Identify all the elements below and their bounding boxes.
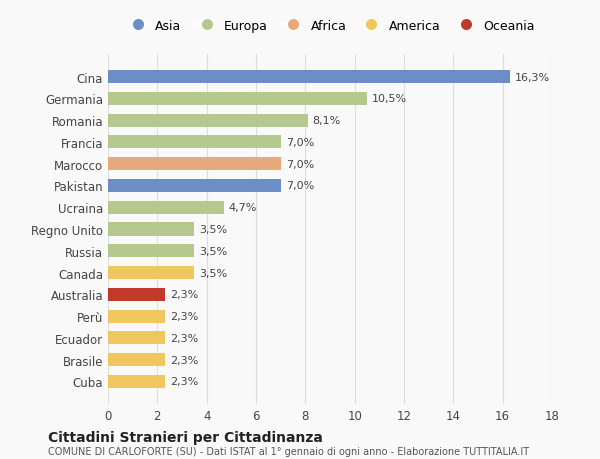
Bar [108,353,165,366]
Text: 16,3%: 16,3% [515,73,550,83]
Text: 8,1%: 8,1% [313,116,341,126]
Bar [108,223,194,236]
Text: 7,0%: 7,0% [286,159,314,169]
Bar [108,71,510,84]
Bar [108,201,224,214]
Text: COMUNE DI CARLOFORTE (SU) - Dati ISTAT al 1° gennaio di ogni anno - Elaborazione: COMUNE DI CARLOFORTE (SU) - Dati ISTAT a… [48,447,529,456]
Bar [108,266,194,280]
Text: 10,5%: 10,5% [372,94,407,104]
Text: 3,5%: 3,5% [199,268,227,278]
Bar [108,245,194,258]
Bar [108,136,281,149]
Bar [108,288,165,301]
Text: 2,3%: 2,3% [170,333,198,343]
Bar [108,114,308,128]
Text: 4,7%: 4,7% [229,203,257,213]
Text: 7,0%: 7,0% [286,181,314,191]
Legend: Asia, Europa, Africa, America, Oceania: Asia, Europa, Africa, America, Oceania [122,16,538,36]
Bar [108,93,367,106]
Bar [108,179,281,193]
Text: 3,5%: 3,5% [199,224,227,235]
Text: 2,3%: 2,3% [170,376,198,386]
Text: 2,3%: 2,3% [170,290,198,300]
Text: 2,3%: 2,3% [170,355,198,365]
Bar [108,375,165,388]
Text: Cittadini Stranieri per Cittadinanza: Cittadini Stranieri per Cittadinanza [48,430,323,444]
Text: 7,0%: 7,0% [286,138,314,148]
Bar [108,331,165,345]
Text: 3,5%: 3,5% [199,246,227,256]
Bar [108,310,165,323]
Text: 2,3%: 2,3% [170,311,198,321]
Bar [108,158,281,171]
